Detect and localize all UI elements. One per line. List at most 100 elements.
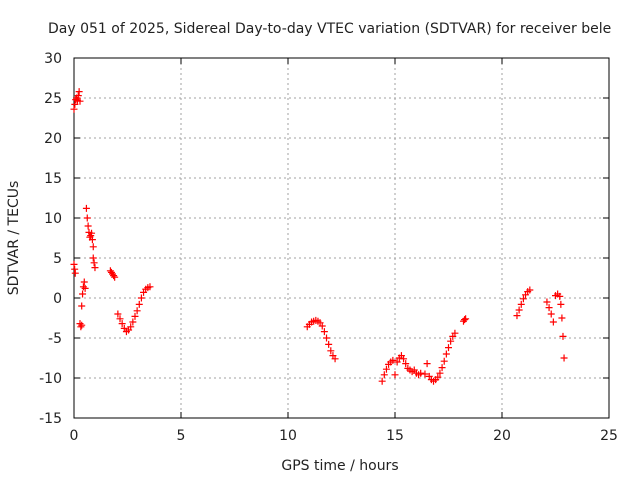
y-tick-label: 15 xyxy=(44,171,62,187)
data-point xyxy=(391,371,399,379)
data-point xyxy=(131,312,139,320)
data-point xyxy=(88,236,96,244)
data-point xyxy=(549,318,557,326)
x-tick-label: 5 xyxy=(177,428,186,444)
data-point xyxy=(517,300,525,308)
data-point xyxy=(79,283,87,291)
data-point xyxy=(318,322,326,330)
data-point xyxy=(74,92,82,100)
data-point xyxy=(393,358,401,366)
x-tick-label: 20 xyxy=(493,428,511,444)
data-point xyxy=(111,273,119,281)
data-point xyxy=(327,347,335,355)
data-point xyxy=(378,377,386,385)
data-point xyxy=(447,337,455,345)
data-segment-seg-9 xyxy=(303,316,339,363)
data-point xyxy=(82,204,90,212)
data-point xyxy=(90,259,98,267)
data-point xyxy=(513,312,521,320)
y-tick-label: 30 xyxy=(44,51,62,67)
data-point xyxy=(400,355,408,363)
data-point xyxy=(331,355,339,363)
data-point xyxy=(72,96,80,104)
data-point xyxy=(79,290,87,298)
data-point xyxy=(556,292,564,300)
data-point xyxy=(440,357,448,365)
data-segment-seg-7 xyxy=(106,267,119,281)
data-point xyxy=(127,323,135,331)
data-point xyxy=(89,243,97,251)
y-tick-label: 0 xyxy=(53,291,62,307)
data-point xyxy=(543,298,551,306)
data-segment-seg-8 xyxy=(114,283,154,336)
data-point xyxy=(323,334,331,342)
data-point xyxy=(462,315,470,323)
data-point xyxy=(118,320,126,328)
y-tick-label: 10 xyxy=(44,211,62,227)
y-tick-label: -5 xyxy=(48,331,62,347)
data-point xyxy=(545,304,553,312)
data-point xyxy=(116,315,124,323)
data-point xyxy=(461,316,469,324)
x-tick-label: 10 xyxy=(279,428,297,444)
data-point xyxy=(402,360,410,368)
x-axis-label: GPS time / hours xyxy=(281,458,398,474)
data-point xyxy=(80,278,88,286)
data-point xyxy=(78,321,86,329)
data-segment-seg-2 xyxy=(70,260,79,277)
data-points xyxy=(70,88,568,385)
data-point xyxy=(559,332,567,340)
data-point xyxy=(436,369,444,377)
data-point xyxy=(558,314,566,322)
x-tick-label: 0 xyxy=(70,428,79,444)
data-segment-seg-4 xyxy=(78,278,89,310)
data-point xyxy=(77,323,85,331)
data-point xyxy=(83,214,91,222)
data-point xyxy=(442,350,450,358)
data-point xyxy=(382,365,390,373)
data-point xyxy=(78,302,86,310)
data-point xyxy=(560,354,568,362)
data-point xyxy=(547,310,555,318)
y-tick-label: 25 xyxy=(44,91,62,107)
data-point xyxy=(84,222,92,230)
data-point xyxy=(380,371,388,379)
data-point xyxy=(137,294,145,302)
data-point xyxy=(81,284,89,292)
data-point xyxy=(71,269,79,277)
data-point xyxy=(325,340,333,348)
y-tick-label: 20 xyxy=(44,131,62,147)
data-point xyxy=(557,300,565,308)
data-point xyxy=(515,306,523,314)
y-tick-label: -10 xyxy=(39,371,62,387)
data-point xyxy=(438,364,446,372)
data-point xyxy=(133,307,141,315)
data-point xyxy=(146,283,154,291)
data-segment-seg-5 xyxy=(82,204,97,251)
data-segment-seg-14 xyxy=(513,286,534,320)
data-point xyxy=(389,356,397,364)
plot-frame xyxy=(73,57,610,419)
chart-title: Day 051 of 2025, Sidereal Day-to-day VTE… xyxy=(48,21,611,37)
data-point xyxy=(421,370,429,378)
x-tick-label: 25 xyxy=(600,428,618,444)
data-point xyxy=(445,344,452,352)
axis-ticks: 0 5 10 15 20 25 -15 -10 -5 0 5 10 15 20 25 30 xyxy=(39,51,618,444)
data-point xyxy=(129,318,137,326)
data-point xyxy=(423,360,431,368)
data-point xyxy=(70,260,78,268)
data-point xyxy=(88,229,96,237)
data-segment-seg-6 xyxy=(89,254,99,272)
data-point xyxy=(75,88,83,96)
data-segment-seg-3 xyxy=(76,320,86,331)
data-point xyxy=(71,265,79,273)
data-point xyxy=(526,286,534,294)
data-point xyxy=(417,369,425,377)
y-axis-label: SDTVAR / TECUs xyxy=(6,181,22,296)
y-tick-label: -15 xyxy=(39,411,62,427)
data-segment-seg-15 xyxy=(543,290,568,362)
data-point xyxy=(110,272,118,280)
data-segment-seg-10 xyxy=(378,356,399,385)
x-tick-label: 15 xyxy=(386,428,404,444)
